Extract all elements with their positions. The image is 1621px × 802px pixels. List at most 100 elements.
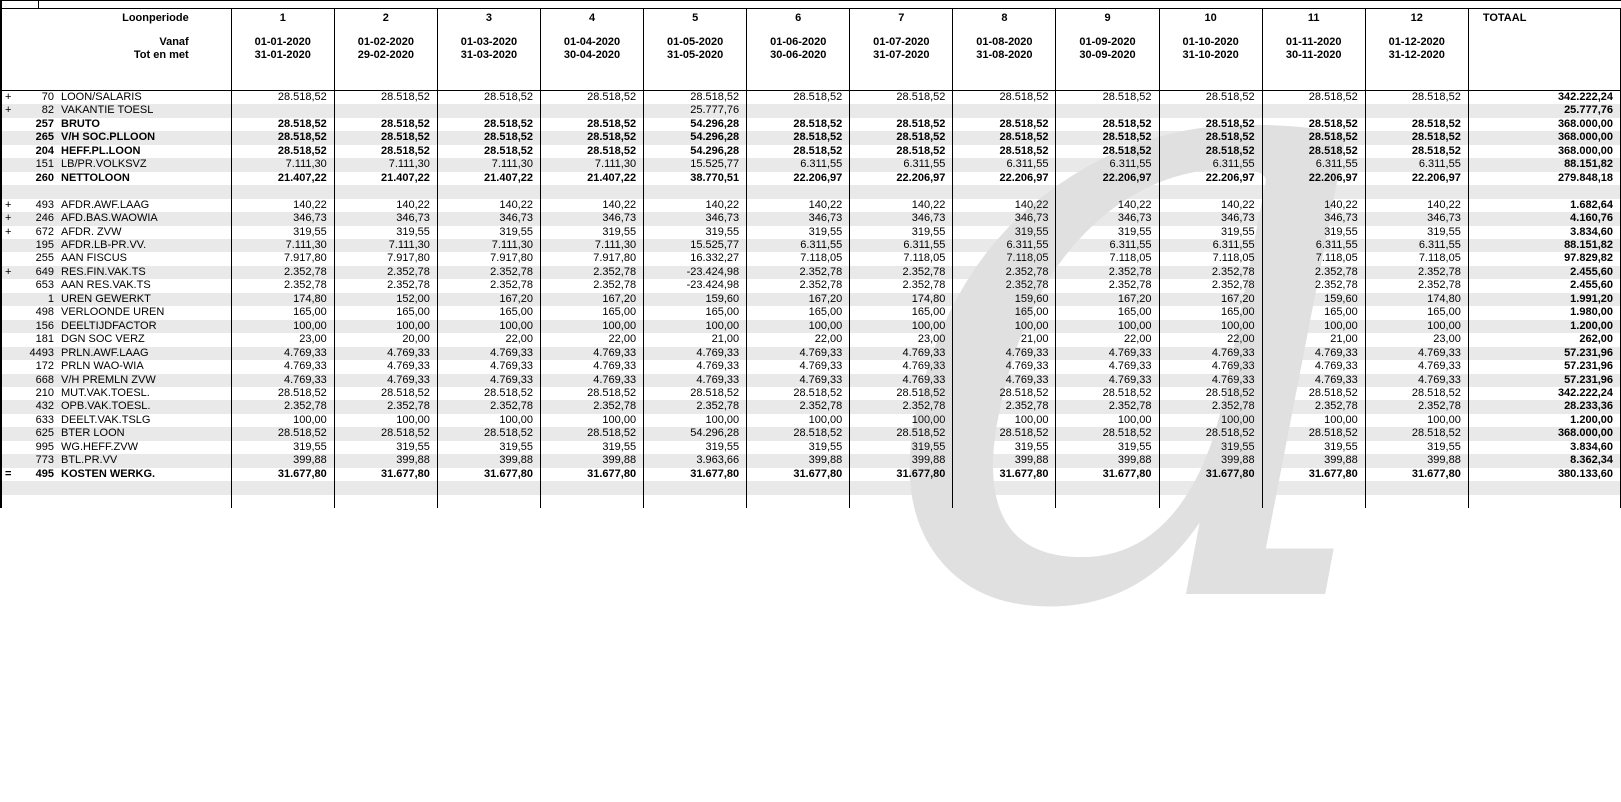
value-cell: 4.769,33 <box>952 373 1056 387</box>
row-name: V/H PREMLN ZVW <box>61 373 156 386</box>
value-cell: 2.352,78 <box>746 265 850 280</box>
row-label-cell: +493 AFDR.AWF.LAAG <box>2 199 231 212</box>
value-cell: 7.118,05 <box>1261 252 1366 266</box>
total-cell: 88.151,82 <box>1467 238 1621 253</box>
value-cell <box>849 481 953 495</box>
value-cell: 2.352,78 <box>1055 400 1160 414</box>
value-cell <box>333 185 438 199</box>
value-cell: 54.296,28 <box>643 144 747 159</box>
row-name <box>54 495 61 507</box>
value-cell: 140,22 <box>436 198 541 213</box>
value-cell: 28.518,52 <box>333 90 438 105</box>
row-code: 668 <box>35 373 54 386</box>
row-code: 1 <box>47 292 54 305</box>
value-cell: 4.769,33 <box>539 360 644 374</box>
value-cell: 4.769,33 <box>643 346 747 361</box>
value-cell: 28.518,52 <box>746 386 850 401</box>
value-cell: 21.407,22 <box>539 171 644 186</box>
value-cell: 28.518,52 <box>230 386 335 401</box>
table-row: 432 OPB.VAK.TOESL. 2.352,78 2.352,78 2.352,7… <box>1 400 1621 414</box>
period-to-date: 31-08-2020 <box>976 49 1033 61</box>
period-dates: 01-06-2020 30-06-2020 <box>747 36 849 62</box>
value-cell: 140,22 <box>643 198 747 213</box>
previous-box-bottom-edge <box>0 0 1621 8</box>
value-cell: 28.518,52 <box>539 386 644 401</box>
value-cell <box>333 481 438 495</box>
value-cell <box>539 481 644 495</box>
value-cell: 4.769,33 <box>1364 346 1469 361</box>
total-cell: 3.834,60 <box>1467 440 1621 455</box>
table-row: +246 AFD.BAS.WAOWIA 346,73 346,73 346,73 346,… <box>1 212 1621 226</box>
value-cell: 6.311,55 <box>1158 238 1263 253</box>
total-cell: 25.777,76 <box>1467 104 1621 118</box>
value-cell: 28.518,52 <box>952 386 1056 401</box>
value-cell <box>1055 104 1160 118</box>
table-row: 156 DEELTIJDFACTOR 100,00 100,00 100,00 100,0… <box>1 319 1621 334</box>
total-cell: 1.682,64 <box>1467 198 1621 213</box>
value-cell: 28.518,52 <box>1261 131 1366 145</box>
value-cell: 4.769,33 <box>1364 360 1469 374</box>
period-dates: 01-08-2020 31-08-2020 <box>953 36 1055 62</box>
value-cell: 165,00 <box>746 306 850 320</box>
row-label-cell: 773 BTL.PR.VV <box>2 454 231 467</box>
period-to-date: 29-02-2020 <box>357 49 414 61</box>
value-cell: 28.518,52 <box>952 131 1056 145</box>
value-cell: 2.352,78 <box>849 279 953 293</box>
value-cell: 28.518,52 <box>1055 386 1160 401</box>
row-name: WG.HEFF.ZVW <box>61 440 138 453</box>
value-cell <box>746 481 850 495</box>
value-cell <box>230 104 335 118</box>
row-name: AFDR.LB-PR.VV. <box>61 238 147 251</box>
value-cell: 6.311,55 <box>952 158 1056 172</box>
value-cell: 28.518,52 <box>230 90 335 105</box>
period-number: 7 <box>898 12 905 24</box>
total-cell <box>1467 494 1621 508</box>
value-cell: 4.769,33 <box>1158 360 1263 374</box>
value-cell: 6.311,55 <box>849 238 953 253</box>
value-cell: 22.206,97 <box>1158 171 1263 186</box>
value-cell: 6.311,55 <box>1261 158 1366 172</box>
value-cell: 399,88 <box>746 454 850 468</box>
value-cell: 7.111,30 <box>333 238 438 253</box>
period-from-date: 01-10-2020 <box>1182 36 1239 48</box>
table-header-row: Loonperiode Vanaf Tot en met 1 01-01-2020… <box>1 8 1621 91</box>
value-cell: 28.518,52 <box>1055 144 1160 159</box>
table-row: 255 AAN FISCUS 7.917,80 7.917,80 7.917,80 7.9… <box>1 252 1621 266</box>
value-cell: 165,00 <box>1158 306 1263 320</box>
spacer-row <box>1 185 1621 199</box>
row-label-cell: +672 AFDR. ZVW <box>2 226 231 239</box>
value-cell: 100,00 <box>1364 319 1469 334</box>
value-cell: 7.111,30 <box>230 158 335 172</box>
value-cell: 319,55 <box>230 225 335 239</box>
value-cell: 22.206,97 <box>849 171 953 186</box>
period-from-date: 01-11-2020 <box>1285 36 1342 48</box>
value-cell: 159,60 <box>643 292 747 307</box>
value-cell: 28.518,52 <box>746 144 850 159</box>
value-cell: 100,00 <box>1261 319 1366 334</box>
row-label-cell: 257 BRUTO <box>2 118 231 131</box>
value-cell: 399,88 <box>849 454 953 468</box>
value-cell: 4.769,33 <box>230 373 335 387</box>
row-label-cell: 210 MUT.VAK.TOESL. <box>2 387 231 400</box>
total-cell: 342.222,24 <box>1467 90 1621 105</box>
value-cell: 2.352,78 <box>1055 265 1160 280</box>
value-cell: 100,00 <box>1364 413 1469 428</box>
row-code: 432 <box>35 400 54 413</box>
period-header: 8 01-08-2020 31-08-2020 <box>952 8 1056 91</box>
value-cell: 2.352,78 <box>746 279 850 293</box>
row-code: 210 <box>35 386 54 399</box>
value-cell: 22,00 <box>746 333 850 347</box>
total-cell <box>1467 481 1621 495</box>
period-number: 11 <box>1307 12 1320 24</box>
value-cell: 28.518,52 <box>333 386 438 401</box>
value-cell: 100,00 <box>436 413 541 428</box>
value-cell: 28.518,52 <box>1364 131 1469 145</box>
period-dates: 01-01-2020 31-01-2020 <box>232 36 334 62</box>
row-label-cell: 633 DEELT.VAK.TSLG <box>2 414 231 427</box>
value-cell: 100,00 <box>952 319 1056 334</box>
value-cell: 31.677,80 <box>1055 467 1160 482</box>
value-cell: 28.518,52 <box>952 144 1056 159</box>
value-cell: 2.352,78 <box>1158 400 1263 414</box>
period-to-date: 30-11-2020 <box>1285 49 1342 61</box>
row-name: MUT.VAK.TOESL. <box>61 386 150 399</box>
